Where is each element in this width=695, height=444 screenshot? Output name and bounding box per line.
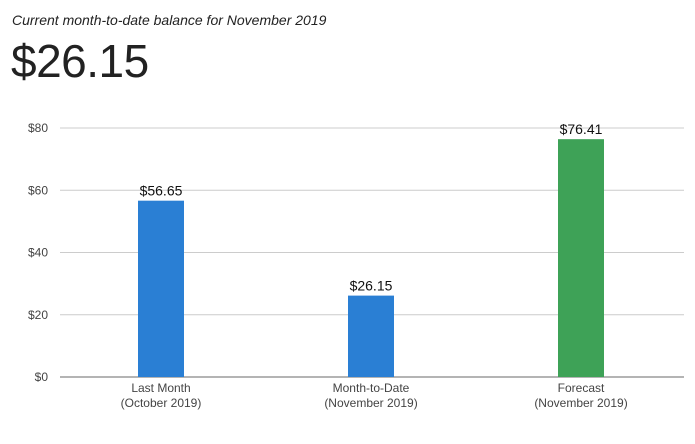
x-tick-label: Forecast (558, 381, 605, 395)
bar (558, 139, 604, 377)
bars (138, 139, 604, 377)
x-tick-label: Last Month (131, 381, 190, 395)
y-tick-label: $0 (35, 370, 49, 384)
x-tick-label: (November 2019) (324, 396, 417, 410)
chart-subtitle: Current month-to-date balance for Novemb… (12, 12, 327, 28)
bar (138, 200, 184, 377)
data-label: $56.65 (140, 183, 183, 199)
data-label: $26.15 (350, 278, 393, 294)
balance-amount: $26.15 (11, 35, 149, 87)
labels: $0 $20 $40 $60 $80 $56.65 Last Month(October 2… (28, 121, 628, 410)
x-tick-label: (November 2019) (534, 396, 627, 410)
y-tick-label: $40 (28, 246, 48, 260)
y-tick-label: $60 (28, 183, 48, 197)
y-tick-label: $20 (28, 308, 48, 322)
data-label: $76.41 (560, 121, 603, 137)
bar (348, 295, 394, 377)
y-tick-label: $80 (28, 121, 48, 135)
x-tick-label: (October 2019) (121, 396, 202, 410)
x-tick-label: Month-to-Date (333, 381, 410, 395)
